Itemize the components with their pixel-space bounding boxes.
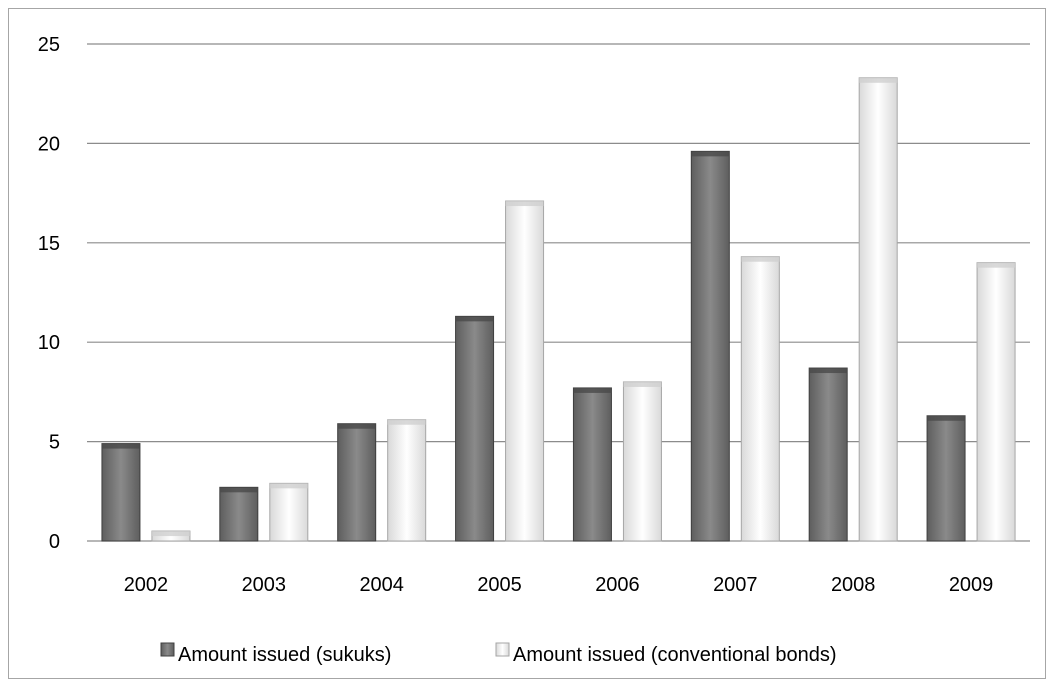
bar-conventional-2008	[858, 77, 898, 542]
bar-sukuks-2006	[572, 387, 612, 542]
bar-cap	[809, 368, 848, 374]
bar-cap	[573, 387, 612, 393]
y-tick-label: 0	[49, 531, 60, 553]
bar-cap	[219, 487, 258, 493]
legend-label: Amount issued (sukuks)	[178, 644, 391, 666]
bar-conventional-2003	[269, 482, 309, 542]
y-tick-label: 10	[38, 332, 60, 354]
x-axis-ticks: 2002 2003 2004 2005 2006 2007 2008 2009	[124, 574, 994, 596]
legend-swatch	[495, 642, 510, 657]
y-axis-ticks: 0 5 10 15 20 25	[38, 34, 60, 553]
y-tick-label: 5	[49, 432, 60, 454]
x-tick-label: 2008	[831, 574, 876, 596]
bar-conventional-2006	[622, 381, 662, 542]
bar-cap	[859, 77, 898, 83]
legend: Amount issued (sukuks) Amount issued (con…	[160, 642, 837, 666]
bar-cap	[691, 151, 730, 157]
bar-conventional-2009	[976, 262, 1016, 542]
bar-conventional-2004	[387, 419, 427, 542]
bar-sukuks-2007	[690, 150, 730, 542]
bar-cap	[455, 316, 494, 322]
y-tick-label: 15	[38, 233, 60, 255]
bar-sukuks-2004	[337, 423, 377, 542]
bar-sukuks-2005	[455, 315, 495, 542]
bar-sukuks-2002	[101, 443, 141, 542]
bar-sukuks-2009	[926, 415, 966, 542]
x-tick-label: 2003	[242, 574, 287, 596]
x-tick-label: 2002	[124, 574, 169, 596]
bar-cap	[337, 423, 376, 429]
x-tick-label: 2004	[359, 574, 404, 596]
bar-cap	[977, 262, 1016, 268]
legend-swatch	[160, 642, 175, 657]
bar-cap	[269, 483, 308, 489]
bars	[101, 77, 1016, 542]
bar-cap	[387, 419, 426, 425]
bar-cap	[101, 443, 140, 449]
bar-cap	[741, 256, 780, 262]
y-tick-label: 25	[38, 34, 60, 56]
bar-cap	[151, 531, 190, 537]
bar-conventional-2005	[505, 200, 545, 542]
x-tick-label: 2007	[713, 574, 758, 596]
x-tick-label: 2009	[949, 574, 994, 596]
x-tick-label: 2006	[595, 574, 640, 596]
y-tick-label: 20	[38, 133, 60, 155]
bar-cap	[927, 415, 966, 421]
x-tick-label: 2005	[477, 574, 522, 596]
bar-cap	[623, 381, 662, 387]
bar-sukuks-2008	[808, 367, 848, 542]
bar-sukuks-2003	[219, 486, 259, 542]
bar-conventional-2007	[740, 256, 780, 542]
legend-label: Amount issued (conventional bonds)	[513, 644, 837, 666]
bar-cap	[505, 201, 544, 207]
